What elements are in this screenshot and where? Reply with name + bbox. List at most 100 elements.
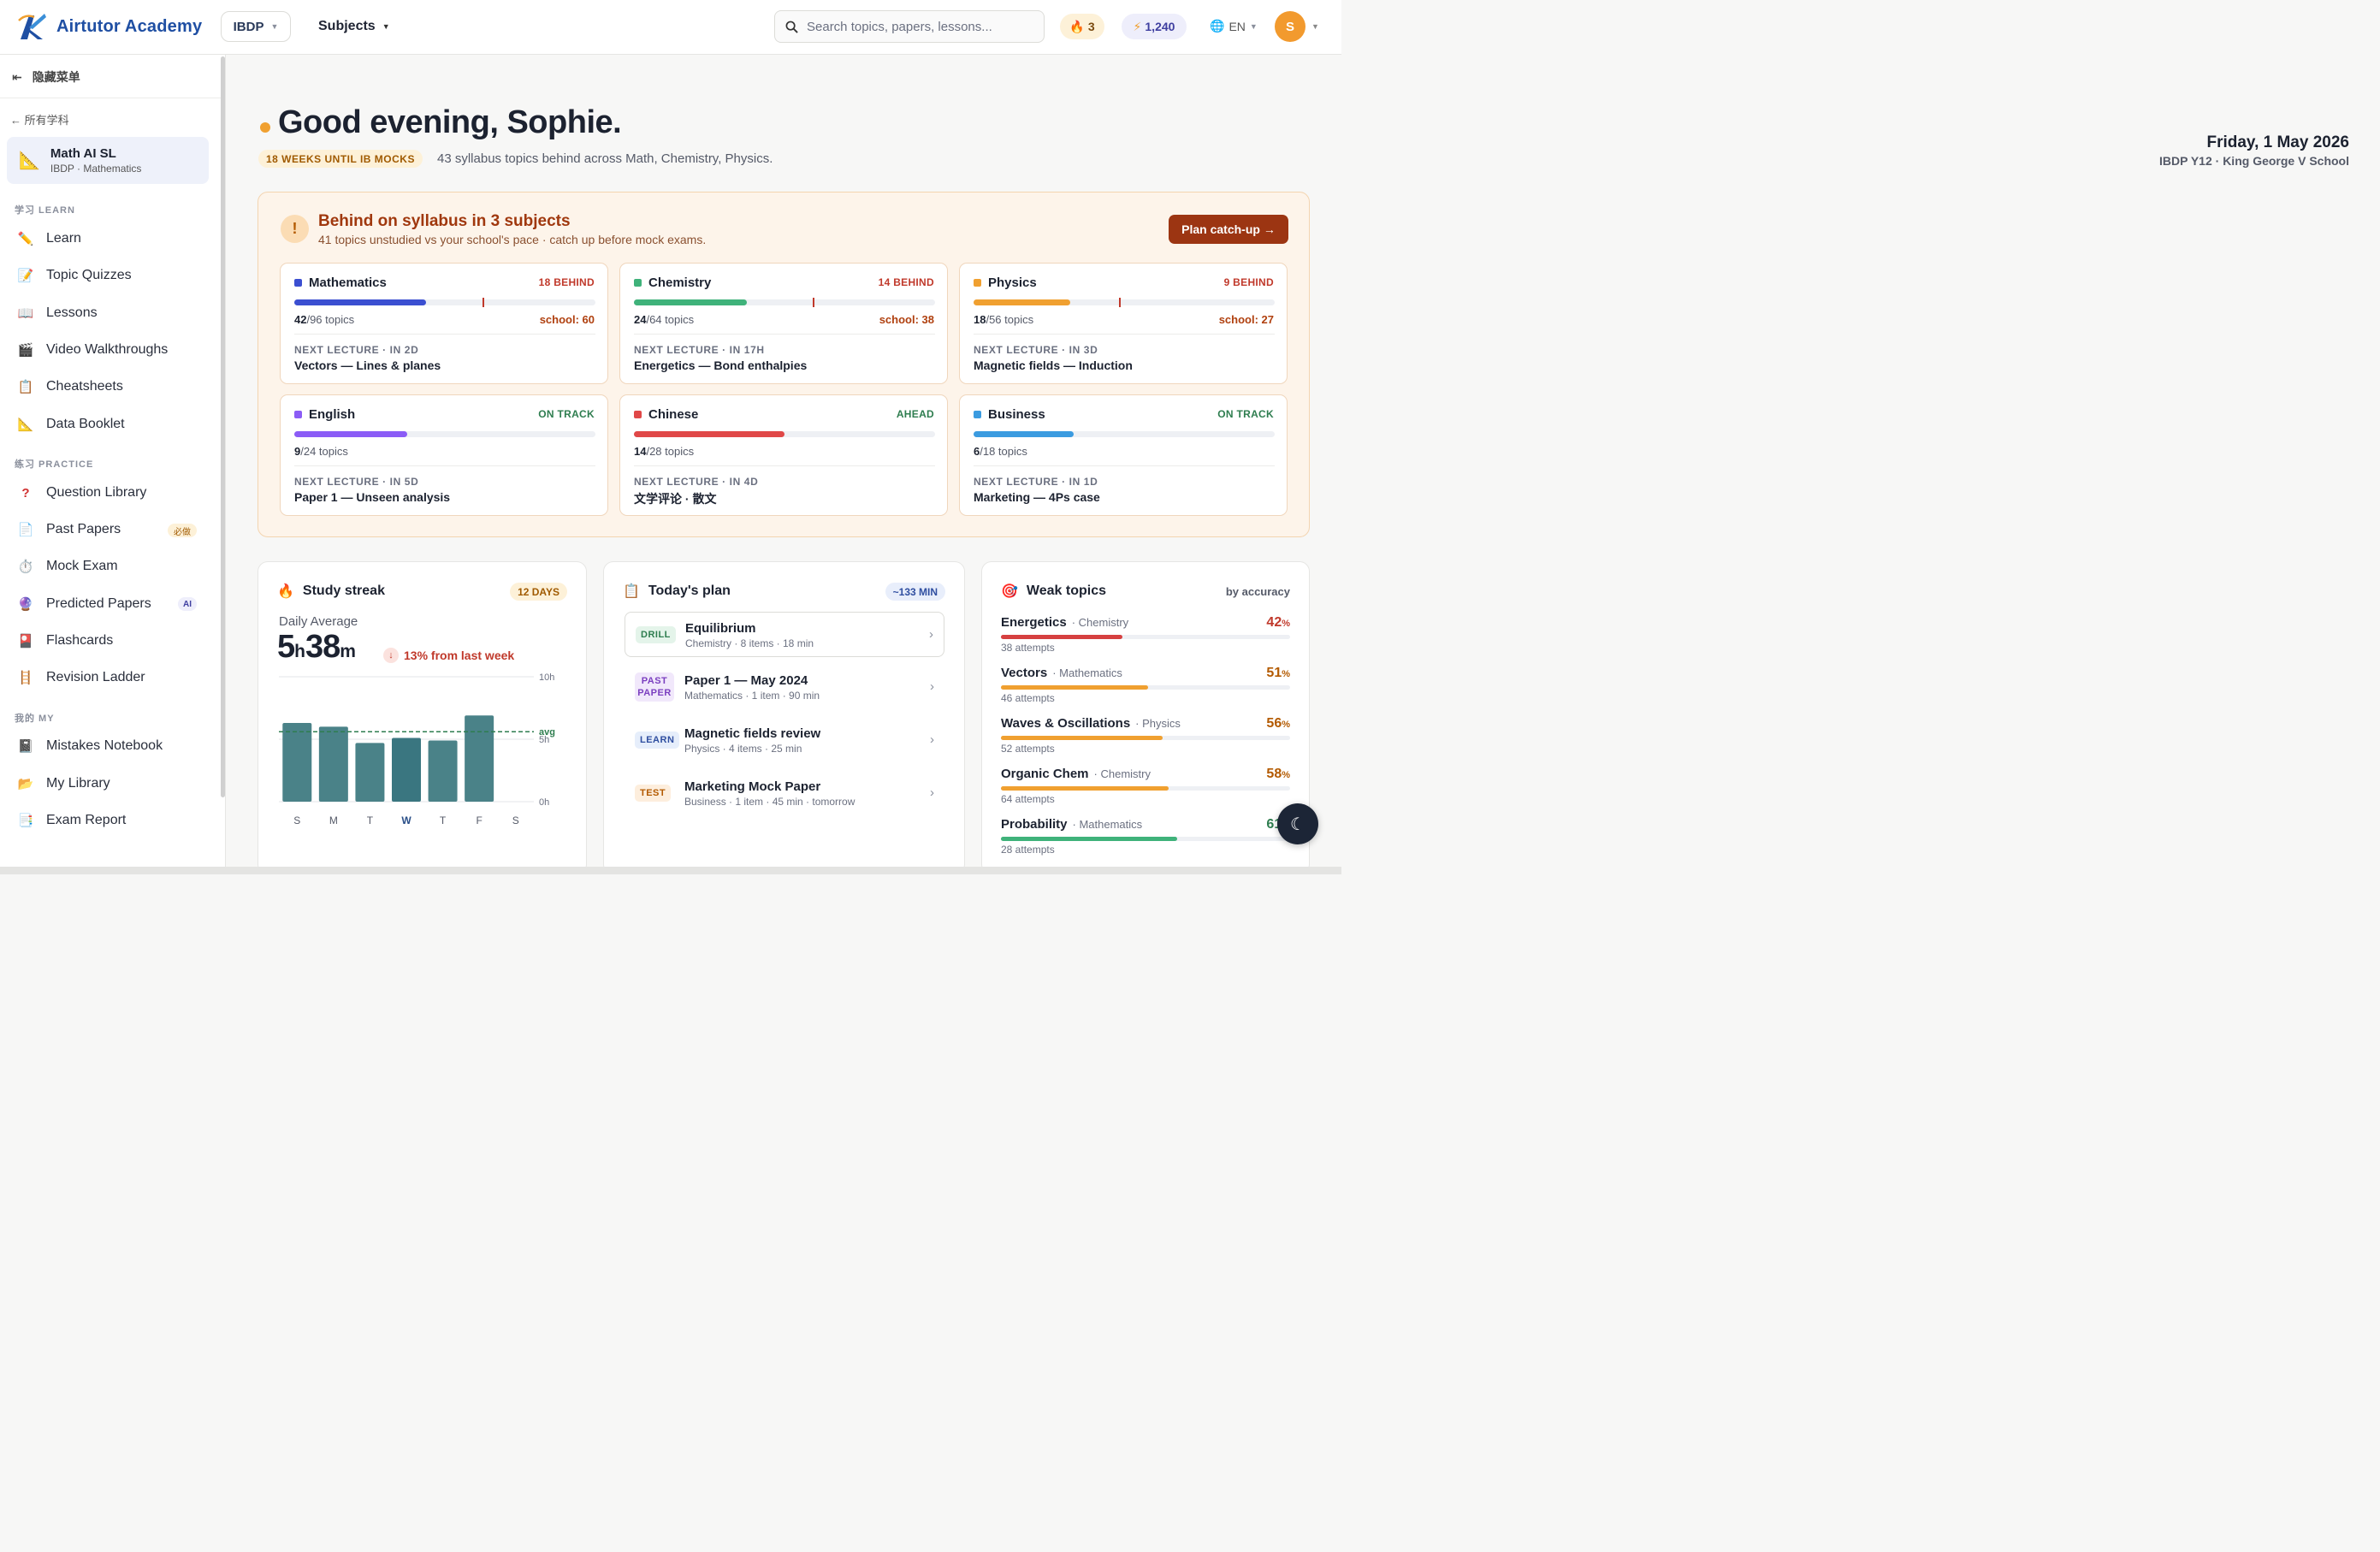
subject-color-swatch [634,411,642,418]
book-icon: 📖 [17,306,34,321]
sidebar-item-data-booklet[interactable]: 📐 Data Booklet [17,412,205,437]
search-icon [785,21,798,33]
back-all-subjects-link[interactable]: ← 所有学科 [10,114,69,127]
sidebar-scrollbar[interactable] [221,56,225,797]
hide-menu-button[interactable]: ⇤ 隐藏菜单 [12,68,80,86]
progress-fill [974,299,1070,305]
progress-bar [974,431,1275,437]
weak-topics-panel: 🎯 Weak topics by accuracy Energetics · Ch… [981,561,1310,874]
subject-header: Chemistry [634,275,711,290]
ruler-triangle-icon: 📐 [19,151,40,170]
sidebar-item-revision-ladder[interactable]: 🪜 Revision Ladder [17,665,205,690]
language-select[interactable]: 🌐 EN ▼ [1210,19,1258,33]
lightning-icon: ⚡ [1133,19,1142,33]
topics-count: 18/56 topics [974,313,1033,326]
plan-item-subtitle: Physics · 4 items · 25 min [684,743,802,755]
accuracy-value: 51% [1266,666,1290,681]
sidebar-item-topic-quizzes[interactable]: 📝 Topic Quizzes [17,263,205,288]
plan-item[interactable]: PAST PAPER Paper 1 — May 2024 Mathematics … [625,665,944,710]
subjects-menu[interactable]: Subjects ▼ [318,19,390,34]
sidebar-item-past-papers[interactable]: 📄 Past Papers [17,517,205,542]
sidebar-item-label: Exam Report [46,813,127,827]
plan-catch-up-button[interactable]: Plan catch-up → [1169,215,1288,244]
plan-item[interactable]: LEARN Magnetic fields review Physics · 4 i… [625,718,944,763]
school-pace: school: 27 [1218,313,1274,326]
todays-plan-title: Today's plan [648,583,731,598]
sidebar-item-lessons[interactable]: 📖 Lessons [17,300,205,326]
alert-title: Behind on syllabus in 3 subjects [318,212,571,230]
subject-card[interactable]: Physics 9 BEHIND 18/56 topics school: 27 NEX… [959,263,1288,384]
topics-done: 18 [974,313,986,326]
next-lecture-title: Paper 1 — Unseen analysis [294,490,451,504]
subject-card[interactable]: Business ON TRACK 6/18 topics NEXT LECTURE … [959,394,1288,516]
topic-name-text: Probability [1001,817,1068,832]
sidebar-item-flashcards[interactable]: 🎴 Flashcards [17,628,205,654]
globe-icon: 🌐 [1210,19,1225,33]
search-input[interactable] [807,19,1029,34]
avatar[interactable]: S [1275,11,1305,42]
sidebar-item-learn[interactable]: ✏️ Learn [17,226,205,252]
accuracy-fill [1001,786,1169,791]
subject-card[interactable]: Chemistry 14 BEHIND 24/64 topics school: 38… [619,263,948,384]
moon-icon: ☾ [1290,815,1305,834]
weak-topic-row[interactable]: Vectors · Mathematics 51% 46 attempts [1001,666,1290,708]
subject-header: Physics [974,275,1037,290]
sidebar-item-label: Video Walkthroughs [46,342,169,357]
subject-card[interactable]: Chinese AHEAD 14/28 topics NEXT LECTURE · I… [619,394,948,516]
progress-bar [974,298,1275,307]
sidebar-item-mock-exam[interactable]: ⏱️ Mock Exam [17,554,205,579]
ai-badge: AI [178,597,197,611]
subject-card[interactable]: Mathematics 18 BEHIND 42/96 topics school: … [280,263,608,384]
topic-subject: · Chemistry [1093,767,1151,780]
plan-item-subtitle: Business · 1 item · 45 min · tomorrow [684,796,855,808]
progress-fill [974,431,1075,437]
percent-sign: % [1282,770,1290,780]
brand-logo[interactable]: Airtutor Academy [17,12,202,41]
attempts-count: 38 attempts [1001,642,1055,654]
plan-item[interactable]: DRILL Equilibrium Chemistry · 8 items · 18… [625,612,944,657]
current-date: Friday, 1 May 2026 [2206,133,2349,151]
sidebar-item-my-library[interactable]: 📂 My Library [17,771,205,797]
course-subtitle: IBDP · Mathematics [50,163,142,175]
topic-subject: · Chemistry [1071,616,1129,629]
sidebar-item-label: Flashcards [46,633,114,648]
subject-name: Mathematics [309,275,387,290]
subject-name: English [309,407,356,422]
weak-topic-row[interactable]: Energetics · Chemistry 42% 38 attempts [1001,615,1290,658]
syllabus-alert: ! Behind on syllabus in 3 subjects 41 to… [258,192,1310,537]
xp-count: 1,240 [1145,20,1175,33]
sidebar-item-predicted-papers[interactable]: 🔮 Predicted Papers [17,591,205,617]
current-course-card[interactable]: 📐 Math AI SL IBDP · Mathematics [7,137,209,184]
minutes-unit: m [340,642,356,661]
subject-card[interactable]: English ON TRACK 9/24 topics NEXT LECTURE ·… [280,394,608,516]
weak-topic-row[interactable]: Organic Chem · Chemistry 58% 64 attempts [1001,767,1290,809]
chevron-right-icon: › [929,627,933,642]
fire-icon: 🔥 [277,584,294,599]
sort-label[interactable]: by accuracy [1225,585,1290,598]
sidebar-item-mistakes-notebook[interactable]: 📓 Mistakes Notebook [17,733,205,759]
sidebar-item-label: Topic Quizzes [46,268,132,282]
accuracy-number: 56 [1266,716,1282,731]
subject-name: Chemistry [648,275,712,290]
search-box[interactable] [774,10,1045,43]
sidebar-item-cheatsheets[interactable]: 📋 Cheatsheets [17,374,205,400]
weak-topic-row[interactable]: Waves & Oscillations · Physics 56% 52 attem… [1001,716,1290,759]
chevron-down-icon[interactable]: ▼ [1311,22,1319,31]
dark-mode-toggle[interactable]: ☾ [1277,803,1318,844]
plan-type-tag: TEST [635,785,672,802]
sidebar-item-label: Predicted Papers [46,596,151,611]
xp-badge[interactable]: ⚡ 1,240 [1122,14,1187,39]
streak-badge[interactable]: 🔥 3 [1060,14,1104,39]
horizontal-scrollbar[interactable] [0,867,1341,874]
sidebar-item-exam-report[interactable]: 📑 Exam Report [17,808,205,833]
topics-done: 9 [294,445,301,458]
progress-bar [634,298,935,307]
sidebar-item-video-walkthroughs[interactable]: 🎬 Video Walkthroughs [17,337,205,363]
school-pace-marker [483,298,484,307]
sidebar-item-question-library[interactable]: ? Question Library [17,480,205,506]
program-select[interactable]: IBDP ▼ [221,11,291,42]
plan-item[interactable]: TEST Marketing Mock Paper Business · 1 ite… [625,771,944,816]
panel-title: 🔥 Study streak [277,583,385,600]
accuracy-number: 58 [1266,767,1282,781]
